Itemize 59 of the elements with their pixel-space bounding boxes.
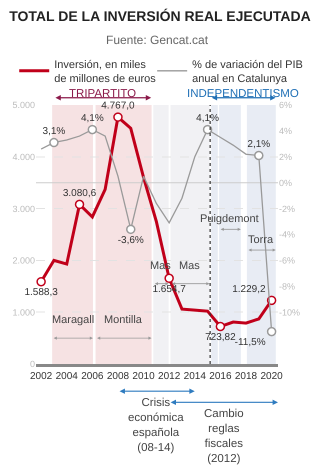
point	[216, 322, 226, 332]
x-tick-label: 2016	[209, 371, 232, 382]
point	[202, 124, 212, 134]
y-tick-label: 2.000	[12, 256, 35, 266]
y-tick-label: 0	[30, 359, 35, 370]
data-label: -3,6%	[118, 234, 144, 246]
chart-title: TOTAL DE LA INVERSIÓN REAL EJECUTADA	[9, 8, 311, 24]
y-tick-label: 4.000	[12, 152, 35, 162]
x-tick-label: 2010	[132, 371, 156, 382]
band-label: Mas	[179, 260, 200, 272]
data-label: 3.080,6	[62, 188, 97, 199]
data-label: -11,5%	[234, 337, 266, 348]
point	[113, 112, 123, 122]
text: Crisis económica española (08-14)	[128, 397, 184, 454]
y2-tick-label: 4%	[279, 126, 292, 136]
data-label: 1.588,3	[24, 287, 58, 298]
data-label: 3,1%	[42, 126, 66, 138]
y2-tick-label: -6%	[279, 256, 296, 266]
text: INDEPENDENTISMO	[187, 88, 299, 100]
x-tick-label: 2008	[106, 371, 130, 382]
x-tick-label: 2014	[184, 371, 206, 382]
y-tick-label: 3.000	[12, 204, 35, 214]
legend-label: Inversión, en miles de millones de euros	[54, 58, 156, 86]
y2-tick-label: 0%	[279, 178, 292, 188]
point	[88, 124, 98, 134]
legend-label: % de variación del PIB anual en Catalunya	[192, 58, 303, 86]
y2-tick-label: -4%	[279, 230, 296, 240]
data-label: 4.767,0	[101, 100, 136, 112]
x-tick-label: 2012	[158, 371, 181, 382]
band-label: Torra	[248, 234, 274, 246]
y2-tick-label: 2%	[279, 152, 292, 162]
y-tick-label: 5.000	[12, 100, 35, 110]
x-tick-label: 2004	[56, 371, 78, 382]
point	[254, 150, 264, 160]
y2-tick-label: 6%	[279, 100, 292, 110]
band-label: Maragall	[52, 314, 94, 326]
band-label: Montilla	[104, 314, 143, 326]
data-label: 4,1%	[196, 113, 220, 124]
point	[49, 138, 59, 148]
y2-tick-label: -10%	[279, 307, 300, 318]
data-label: 723,82	[205, 332, 236, 344]
chart-subtitle: Fuente: Gencat.cat	[106, 33, 209, 47]
data-label: 2,1%	[247, 139, 270, 150]
point	[74, 200, 84, 210]
y2-tick-label: -8%	[279, 281, 296, 292]
data-label: 1.229,2	[232, 284, 266, 295]
text: Cambio reglas fiscales (2012)	[204, 408, 244, 465]
y-tick-label: 1.000	[12, 307, 35, 318]
y2-tick-label: -2%	[279, 204, 296, 214]
x-tick-label: 2020	[260, 371, 284, 382]
data-label: 4,1%	[80, 113, 104, 124]
point	[126, 224, 136, 234]
point	[266, 326, 276, 336]
point	[36, 276, 46, 286]
x-tick-label: 2006	[81, 371, 104, 382]
x-tick-label: 2002	[30, 371, 53, 382]
x-tick-label: 2018	[234, 371, 258, 382]
band-label: Puigdemont	[200, 213, 259, 225]
point	[164, 274, 174, 284]
